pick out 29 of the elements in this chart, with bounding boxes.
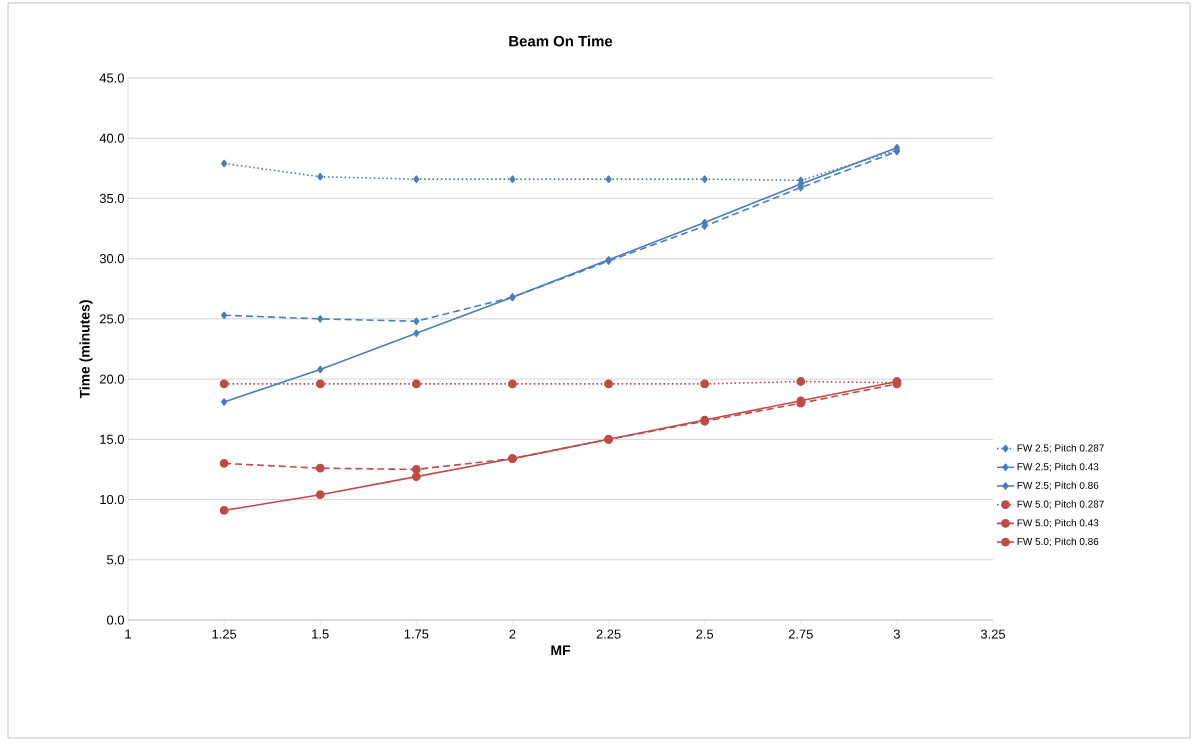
x-tick-label: 3	[893, 629, 900, 639]
x-tick-label: 1.5	[312, 629, 329, 639]
x-tick-label: 2.25	[596, 629, 621, 639]
y-tick-label: 30.0	[99, 254, 124, 264]
legend-label: FW 5.0; Pitch 0.287	[1017, 500, 1104, 509]
x-tick-label: 1.25	[212, 629, 237, 639]
x-tick-label: 2	[509, 629, 516, 639]
y-tick-label: 25.0	[99, 314, 124, 324]
legend-label: FW 5.0; Pitch 0.86	[1017, 537, 1099, 547]
y-tick-label: 0.0	[106, 615, 124, 625]
legend-label: FW 2.5; Pitch 0.86	[1017, 481, 1099, 491]
y-tick-label: 15.0	[100, 434, 124, 444]
x-tick-label: 1.75	[404, 629, 429, 639]
y-axis-title: Time (minutes)	[79, 300, 93, 399]
legend-label: FW 5.0; Pitch 0.43	[1017, 519, 1099, 528]
legend-label: FW 2.5; Pitch 0.287	[1017, 444, 1104, 453]
y-tick-label: 5.0	[107, 555, 124, 565]
x-tick-label: 2.5	[696, 629, 714, 639]
x-tick-label: 1	[125, 629, 131, 639]
x-axis-title: MF	[551, 645, 571, 656]
x-tick-label: 3.25	[980, 629, 1006, 639]
y-tick-label: 10.0	[100, 494, 124, 505]
legend-label: FW 2.5; Pitch 0.43	[1017, 462, 1099, 472]
y-tick-label: 20.0	[99, 374, 124, 384]
y-tick-label: 35.0	[99, 193, 124, 204]
x-tick-label: 2.75	[788, 629, 813, 639]
y-tick-label: 45.0	[99, 73, 124, 83]
chart-title: Beam On Time	[509, 35, 613, 47]
y-tick-label: 40.0	[99, 133, 124, 143]
